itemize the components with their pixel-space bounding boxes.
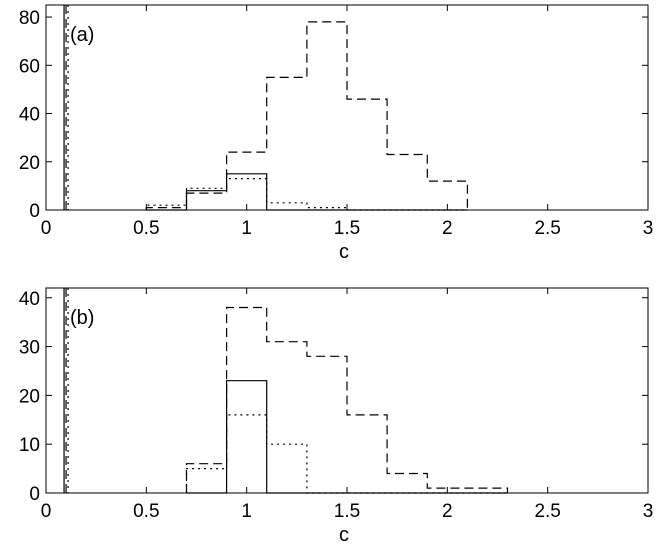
plot-frame xyxy=(45,4,649,211)
x-tick-label: 1 xyxy=(241,501,252,522)
x-axis-label: c xyxy=(339,241,349,263)
y-tick-label: 20 xyxy=(19,386,40,407)
y-tick-label: 40 xyxy=(19,289,40,310)
histogram-dashed xyxy=(145,21,468,210)
x-tick-label: 1 xyxy=(241,218,252,239)
y-tick-label: 80 xyxy=(19,8,40,29)
x-tick-label: 0 xyxy=(41,218,52,239)
x-tick-label: 1.5 xyxy=(334,501,360,522)
x-tick-label: 0.5 xyxy=(133,501,159,522)
x-tick-label: 3 xyxy=(643,501,654,522)
y-tick-label: 0 xyxy=(29,484,40,505)
y-tick-label: 10 xyxy=(19,435,40,456)
x-tick-label: 1.5 xyxy=(334,218,360,239)
y-tick-label: 0 xyxy=(29,201,40,222)
y-tick-label: 60 xyxy=(19,56,40,77)
panel-a: 0 0.5 1 1.5 2 2.5 3 0 20 40 60 80 c (a) xyxy=(19,4,654,263)
x-tick-label: 0.5 xyxy=(133,218,159,239)
y-tick-label: 20 xyxy=(19,153,40,174)
x-tick-label: 2.5 xyxy=(534,218,560,239)
y-tick-label: 30 xyxy=(19,338,40,359)
x-tick-label: 2.5 xyxy=(534,501,560,522)
y-tick-label: 40 xyxy=(19,105,40,126)
histogram-dashed xyxy=(185,306,509,493)
histogram-dotted xyxy=(185,414,508,494)
x-axis-label: c xyxy=(339,524,349,546)
panel-label: (b) xyxy=(70,307,94,329)
histogram-dotted xyxy=(145,178,468,211)
x-tick-label: 0 xyxy=(41,501,52,522)
x-tick-label: 2 xyxy=(442,501,453,522)
x-tick-label: 3 xyxy=(643,218,654,239)
panel-label: (a) xyxy=(70,24,94,46)
x-tick-label: 2 xyxy=(442,218,453,239)
